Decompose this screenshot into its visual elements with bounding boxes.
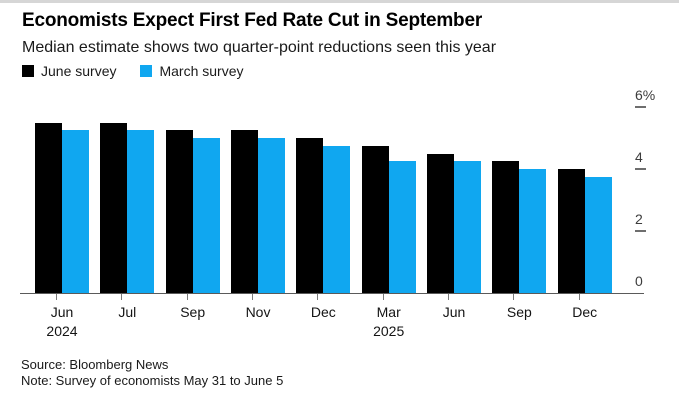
- source-line: Source: Bloomberg News: [21, 357, 169, 372]
- x-axis-label-dec: Dec: [572, 304, 598, 320]
- bar-june-survey-jun: [427, 153, 455, 293]
- x-axis-label-jul: Jul: [118, 304, 137, 320]
- bar-june-survey-jul: [100, 122, 128, 293]
- legend-item-march-survey: March survey: [140, 63, 244, 79]
- x-axis-tick: [513, 294, 515, 300]
- x-axis-tick: [121, 294, 123, 300]
- bar-march-survey-nov: [258, 138, 286, 293]
- x-axis-tick: [448, 294, 450, 300]
- legend-label-june-survey: June survey: [41, 63, 117, 79]
- chart-title: Economists Expect First Fed Rate Cut in …: [22, 10, 483, 31]
- chart-subtitle: Median estimate shows two quarter-point …: [22, 39, 497, 56]
- bar-june-survey-nov: [231, 130, 259, 293]
- x-axis-tick: [382, 294, 384, 300]
- window-top-edge: [0, 0, 679, 3]
- x-axis-label-nov: Nov: [245, 304, 271, 320]
- x-axis-label-sep: Sep: [506, 304, 532, 320]
- x-axis-label-jun: Jun: [442, 304, 466, 320]
- x-axis-label-mar-2025: Mar 2025: [373, 304, 405, 339]
- bar-march-survey-sep: [519, 169, 547, 293]
- y-axis-tick: [635, 230, 646, 232]
- bar-june-survey-dec: [557, 169, 585, 293]
- x-axis-tick: [186, 294, 188, 300]
- bar-june-survey-mar-2025: [361, 145, 389, 293]
- y-axis-label-0: 0: [635, 273, 643, 289]
- bar-june-survey-sep: [492, 161, 520, 293]
- y-axis-tick: [635, 168, 646, 170]
- bar-march-survey-dec: [323, 145, 351, 293]
- x-axis-label-sep: Sep: [180, 304, 206, 320]
- x-axis-tick: [252, 294, 254, 300]
- bar-june-survey-jun-2024: [35, 122, 62, 293]
- x-axis-line: [20, 293, 644, 294]
- x-axis-tick: [578, 294, 580, 300]
- bar-march-survey-jul: [127, 130, 155, 293]
- y-axis-tick: [635, 106, 646, 108]
- legend-label-march-survey: March survey: [159, 63, 244, 79]
- bar-march-survey-jun-2024: [62, 130, 89, 293]
- bar-march-survey-jun: [454, 161, 482, 293]
- legend-item-june-survey: June survey: [22, 63, 116, 79]
- y-axis-label-4: 4: [635, 149, 643, 165]
- x-axis-label-jun-2024: Jun 2024: [46, 304, 78, 339]
- june-survey-swatch-icon: [22, 65, 34, 77]
- bar-march-survey-dec: [584, 176, 612, 293]
- bar-june-survey-dec: [296, 138, 324, 293]
- legend: June survey March survey: [22, 63, 244, 79]
- note-line: Note: Survey of economists May 31 to Jun…: [21, 373, 284, 388]
- march-survey-swatch-icon: [140, 65, 153, 77]
- x-axis-tick: [56, 294, 57, 300]
- x-axis-label-dec: Dec: [310, 304, 336, 320]
- y-axis-label-2: 2: [635, 211, 643, 227]
- bar-march-survey-sep: [192, 138, 220, 293]
- bar-march-survey-mar-2025: [388, 161, 416, 293]
- bar-june-survey-sep: [165, 130, 193, 293]
- x-axis-tick: [317, 294, 319, 300]
- y-axis-label-6: 6%: [635, 87, 656, 103]
